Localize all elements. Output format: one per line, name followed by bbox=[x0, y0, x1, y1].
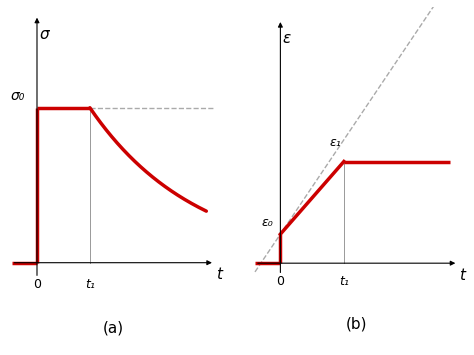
Text: t: t bbox=[216, 267, 222, 282]
Text: t₁: t₁ bbox=[339, 275, 349, 288]
Text: 0: 0 bbox=[33, 278, 41, 291]
Text: ε: ε bbox=[283, 31, 291, 47]
Text: 0: 0 bbox=[276, 275, 284, 288]
Text: σ₀: σ₀ bbox=[11, 89, 25, 103]
Text: σ: σ bbox=[39, 27, 49, 42]
Text: ε₀: ε₀ bbox=[261, 216, 273, 229]
Text: (a): (a) bbox=[103, 321, 124, 336]
Text: t₁: t₁ bbox=[85, 278, 95, 291]
Text: ε₁: ε₁ bbox=[330, 136, 342, 149]
Text: t: t bbox=[459, 268, 465, 283]
Text: (b): (b) bbox=[346, 316, 367, 332]
